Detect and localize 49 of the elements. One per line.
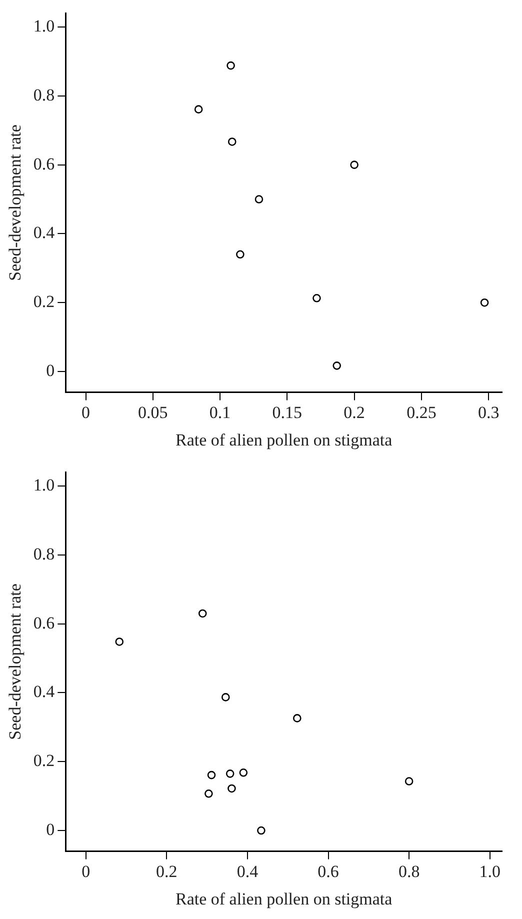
x-tick-label: 0.6 [318, 862, 339, 881]
point [404, 777, 414, 786]
point [226, 770, 234, 778]
point [198, 609, 207, 618]
point [207, 770, 216, 780]
x-tick-label: 0 [82, 862, 90, 881]
point [350, 160, 358, 169]
x-tick-label: 0.2 [344, 402, 365, 422]
y-tick-label: 0.2 [33, 292, 55, 312]
y-tick-label: 0.8 [33, 85, 55, 104]
x-tick-label: 0.05 [138, 402, 168, 422]
y-axis-title: Seed-development rate [6, 124, 25, 281]
y-tick-label: 0.4 [33, 223, 56, 242]
x-axis-title: Rate of alien pollen on stigmata [175, 430, 393, 450]
point [194, 105, 203, 114]
x-tick-label: 0 [82, 402, 90, 422]
point [254, 195, 264, 204]
point [204, 790, 213, 798]
x-tick-label: 0.3 [478, 402, 500, 422]
x-tick-label: 0.25 [406, 402, 436, 422]
point [332, 362, 342, 370]
x-tick-label: 0.2 [156, 862, 178, 881]
point [293, 714, 302, 722]
y-tick-label: 0.6 [33, 613, 55, 632]
x-tick-label: 0.1 [209, 402, 231, 422]
x-axis-title: Rate of alien pollen on stigmata [175, 889, 393, 908]
x-tick-label: 0.4 [236, 862, 259, 881]
point [239, 768, 248, 777]
y-tick-label: 0.4 [33, 682, 56, 702]
point [226, 61, 235, 70]
y-tick-label: 0.2 [33, 751, 55, 770]
y-tick-label: 0.6 [33, 154, 55, 174]
y-axis-title: Seed-development rate [6, 584, 25, 740]
point [228, 784, 236, 793]
point [480, 298, 489, 307]
point [228, 138, 236, 146]
x-tick-label: 0.8 [398, 862, 420, 881]
point [221, 693, 230, 702]
y-tick-label: 1.0 [33, 16, 55, 36]
point [257, 826, 266, 835]
y-tick-label: 0.8 [33, 544, 55, 564]
y-tick-label: 1.0 [33, 475, 55, 494]
x-tick-label: 0.15 [272, 402, 302, 422]
point [115, 638, 124, 646]
x-tick-label: 1.0 [479, 862, 501, 881]
point [236, 250, 244, 259]
point [312, 294, 321, 302]
y-tick-label: 0 [46, 360, 55, 380]
y-tick-label: 0 [46, 820, 55, 839]
